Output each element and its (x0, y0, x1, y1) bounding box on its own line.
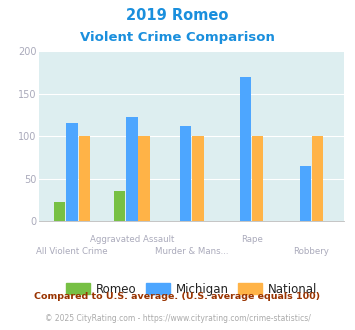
Bar (300, 166, 311, 221)
Bar (66, 123, 78, 221)
Text: © 2025 CityRating.com - https://www.cityrating.com/crime-statistics/: © 2025 CityRating.com - https://www.city… (45, 314, 310, 323)
Text: 2019 Romeo: 2019 Romeo (126, 8, 229, 23)
Bar (126, 117, 137, 221)
Text: All Violent Crime: All Violent Crime (36, 248, 108, 256)
Text: Violent Crime Comparison: Violent Crime Comparison (80, 31, 275, 44)
Bar (252, 136, 263, 221)
Bar (180, 126, 191, 221)
Text: Aggravated Assault: Aggravated Assault (90, 235, 174, 244)
Text: Murder & Mans...: Murder & Mans... (155, 248, 229, 256)
Bar (114, 191, 125, 221)
Bar (240, 77, 251, 221)
Bar (78, 136, 90, 221)
Bar (138, 136, 150, 221)
Bar (54, 202, 65, 221)
Bar (312, 136, 323, 221)
Text: Robbery: Robbery (294, 248, 329, 256)
Bar (192, 136, 203, 221)
Text: Rape: Rape (241, 235, 262, 244)
Text: Compared to U.S. average. (U.S. average equals 100): Compared to U.S. average. (U.S. average … (34, 292, 321, 301)
Legend: Romeo, Michigan, National: Romeo, Michigan, National (62, 278, 322, 300)
